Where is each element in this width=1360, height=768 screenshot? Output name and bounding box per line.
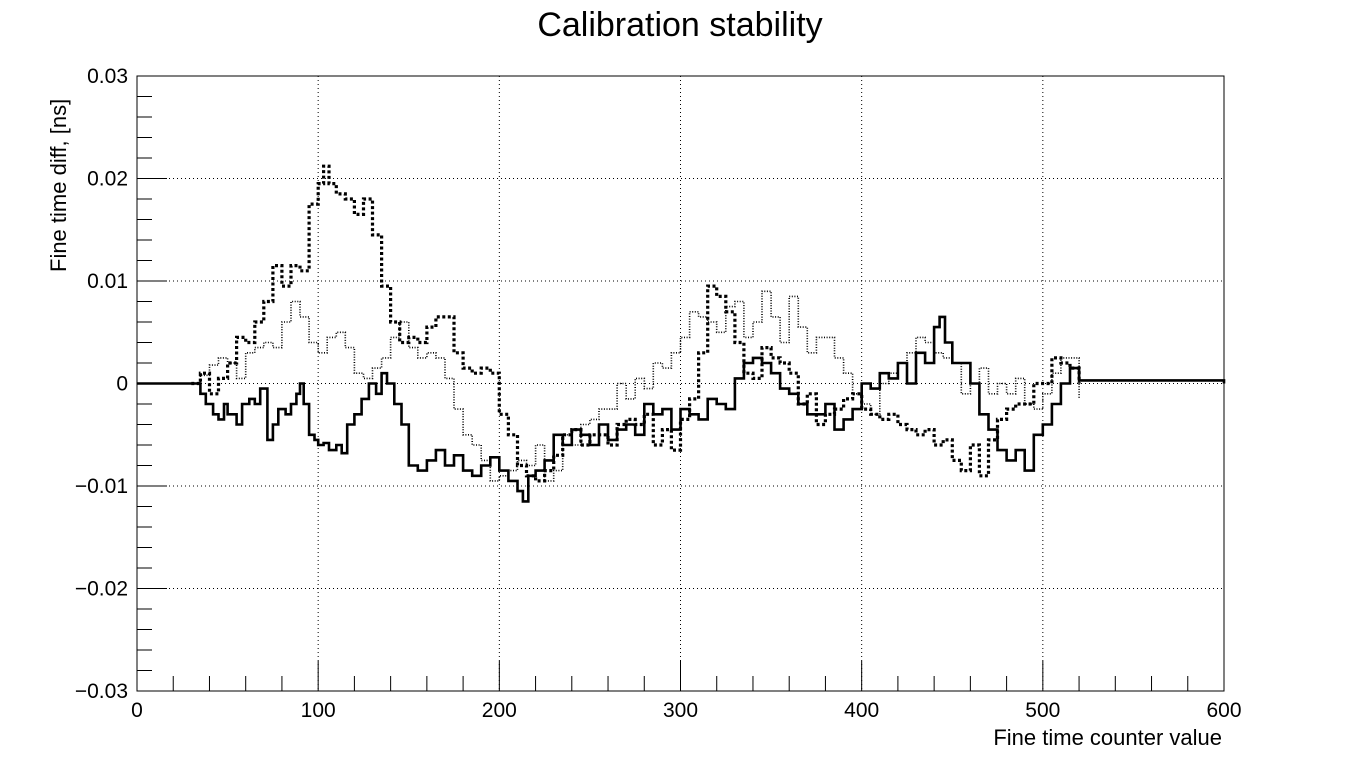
y-tick-label: −0.01 xyxy=(75,475,128,498)
chart-title: Calibration stability xyxy=(537,6,822,44)
x-tick-label: 500 xyxy=(1025,699,1060,722)
y-tick-label: 0.03 xyxy=(87,65,128,88)
x-axis-label: Fine time counter value xyxy=(993,725,1222,750)
grid xyxy=(137,76,1224,691)
series-dashed-line xyxy=(191,164,1081,483)
x-tick-label: 100 xyxy=(301,699,336,722)
x-tick-label: 0 xyxy=(131,699,143,722)
series-layer xyxy=(137,164,1226,503)
y-tick-label: −0.02 xyxy=(75,578,128,601)
y-tick-label: 0.02 xyxy=(87,168,128,191)
y-tick-labels: −0.03 −0.02 −0.01 0 0.01 0.02 0.03 xyxy=(75,65,128,703)
series-dotted-line xyxy=(191,290,1080,482)
x-tick-label: 600 xyxy=(1206,699,1241,722)
x-tick-labels: 0 100 200 300 400 500 600 xyxy=(131,699,1241,722)
y-tick-label: 0 xyxy=(116,373,128,396)
axis-ticks xyxy=(136,75,1225,692)
x-tick-label: 200 xyxy=(482,699,517,722)
y-tick-label: −0.03 xyxy=(75,680,128,703)
x-tick-label: 400 xyxy=(844,699,879,722)
y-tick-label: 0.01 xyxy=(87,270,128,293)
x-tick-label: 300 xyxy=(663,699,698,722)
y-axis-label: Fine time diff, [ns] xyxy=(46,99,71,272)
